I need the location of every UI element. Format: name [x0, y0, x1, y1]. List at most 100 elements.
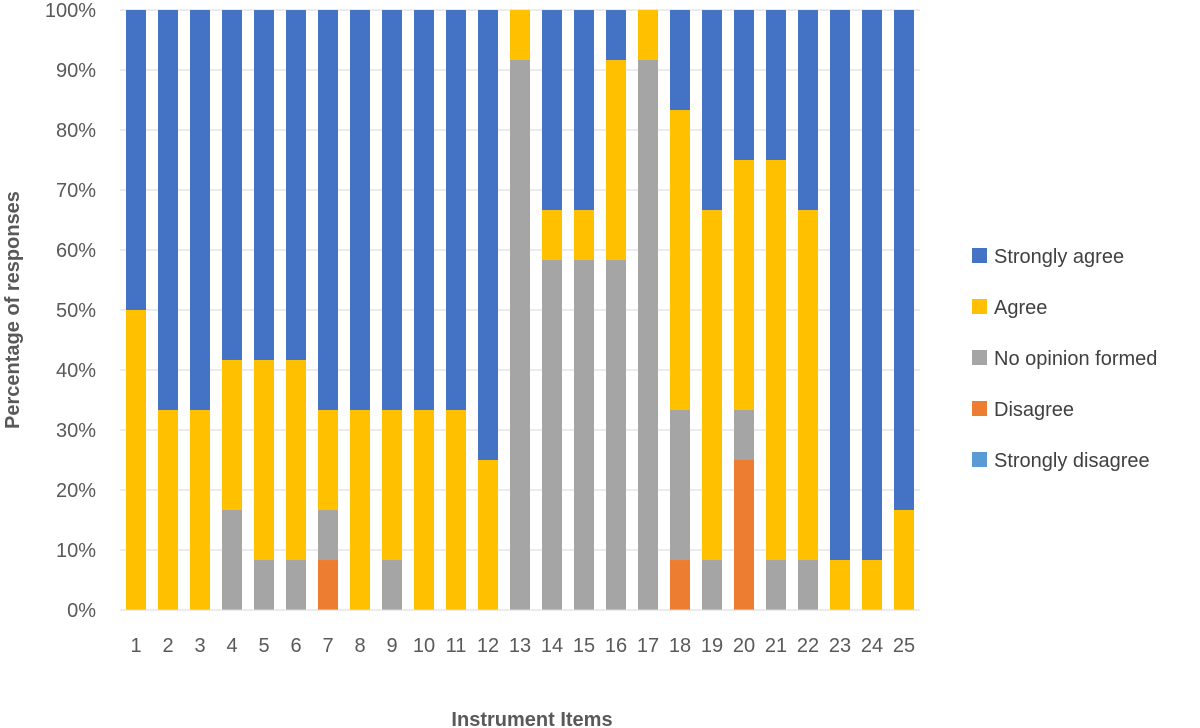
bar-agree — [382, 410, 402, 561]
legend-swatch — [972, 299, 987, 314]
bar-strongly-agree — [190, 10, 210, 411]
x-axis-title: Instrument Items — [451, 709, 612, 728]
x-tick-label: 21 — [765, 635, 787, 657]
bar-agree — [542, 210, 562, 261]
x-tick-label: 4 — [226, 635, 237, 657]
bar-no-opinion-formed — [766, 560, 786, 610]
bar-no-opinion-formed — [510, 59, 530, 611]
bar-strongly-agree — [318, 10, 338, 411]
bar-no-opinion-formed — [798, 560, 818, 610]
x-tick-label: 23 — [829, 635, 851, 657]
legend: Strongly agree Agree No opinion formed Disa… — [972, 246, 1157, 472]
x-tick-label: 17 — [637, 635, 659, 657]
y-tick-label: 10% — [56, 540, 96, 562]
bar-strongly-agree — [254, 10, 274, 361]
x-tick-label: 20 — [733, 635, 755, 657]
x-tick-label: 15 — [573, 635, 595, 657]
legend-label: Disagree — [994, 399, 1074, 421]
x-tick-label: 2 — [162, 635, 173, 657]
bar-strongly-agree — [350, 10, 370, 411]
legend-item-no-opinion-formed: No opinion formed — [972, 348, 1157, 370]
bar-no-opinion-formed — [542, 260, 562, 610]
legend-swatch — [972, 401, 987, 416]
legend-item-strongly-agree: Strongly agree — [972, 246, 1124, 268]
bar-strongly-agree — [798, 10, 818, 211]
bar-strongly-agree — [126, 10, 146, 310]
y-tick-label: 50% — [56, 300, 96, 322]
legend-item-disagree: Disagree — [972, 399, 1074, 421]
bar-no-opinion-formed — [702, 560, 722, 610]
bar-strongly-agree — [542, 10, 562, 211]
bar-no-opinion-formed — [638, 59, 658, 611]
bar-strongly-agree — [670, 10, 690, 111]
bar-agree — [670, 110, 690, 411]
bar-agree — [446, 410, 466, 610]
bar-agree — [350, 410, 370, 610]
bar-agree — [734, 160, 754, 411]
bar-agree — [574, 210, 594, 261]
y-tick-label: 100% — [45, 0, 96, 22]
bar-agree — [894, 509, 914, 610]
bar-agree — [478, 460, 498, 610]
y-tick-label: 90% — [56, 60, 96, 82]
x-tick-label: 5 — [258, 635, 269, 657]
bar-no-opinion-formed — [606, 260, 626, 610]
bar-agree — [606, 60, 626, 261]
bar-strongly-agree — [606, 10, 626, 61]
x-tick-label: 13 — [509, 635, 531, 657]
bar-agree — [702, 210, 722, 561]
legend-swatch — [972, 248, 987, 263]
bar-agree — [830, 560, 850, 610]
x-tick-label: 1 — [130, 635, 141, 657]
bar-strongly-agree — [414, 10, 434, 411]
bar-no-opinion-formed — [254, 560, 274, 610]
x-tick-label: 18 — [669, 635, 691, 657]
bar-no-opinion-formed — [286, 560, 306, 610]
bar-strongly-agree — [862, 10, 882, 561]
x-tick-label: 6 — [290, 635, 301, 657]
bar-strongly-agree — [158, 10, 178, 411]
x-tick-label: 14 — [541, 635, 563, 657]
y-tick-label: 0% — [67, 600, 96, 622]
bar-agree — [190, 410, 210, 610]
legend-item-agree: Agree — [972, 297, 1047, 319]
bar-agree — [510, 10, 530, 60]
x-tick-label: 10 — [413, 635, 435, 657]
legend-label: No opinion formed — [994, 348, 1157, 370]
bar-agree — [638, 10, 658, 60]
bar-strongly-agree — [574, 10, 594, 211]
bar-no-opinion-formed — [574, 260, 594, 610]
x-tick-label: 11 — [446, 635, 467, 657]
y-tick-label: 40% — [56, 360, 96, 382]
bar-agree — [318, 410, 338, 511]
bar-no-opinion-formed — [382, 560, 402, 610]
bar-agree — [766, 160, 786, 561]
x-tick-label: 16 — [605, 635, 627, 657]
bar-strongly-agree — [766, 10, 786, 160]
bar-agree — [798, 210, 818, 561]
bar-disagree — [318, 560, 338, 610]
bar-no-opinion-formed — [318, 510, 338, 561]
x-tick-label: 7 — [322, 635, 333, 657]
y-tick-label: 20% — [56, 480, 96, 502]
x-tick-label: 3 — [194, 635, 205, 657]
bar-agree — [414, 410, 434, 610]
bar-strongly-agree — [830, 10, 850, 561]
bar-strongly-agree — [446, 10, 466, 411]
legend-label: Agree — [994, 297, 1047, 319]
x-tick-label: 22 — [797, 635, 819, 657]
bar-strongly-agree — [222, 10, 242, 360]
legend-item-strongly-disagree: Strongly disagree — [972, 450, 1150, 472]
bar-agree — [222, 359, 242, 510]
bar-disagree — [734, 460, 754, 610]
bar-agree — [126, 310, 146, 610]
x-tick-label: 25 — [893, 635, 915, 657]
bar-no-opinion-formed — [222, 509, 242, 610]
bar-strongly-agree — [894, 10, 914, 510]
bar-disagree — [670, 560, 690, 610]
y-tick-label: 70% — [56, 180, 96, 202]
bar-agree — [254, 360, 274, 561]
x-axis-ticks: 1 2 3 4 5 6 7 8 9 10 11 12 13 14 15 16 17 18 19 20 21 22 23 24 2… — [130, 635, 915, 657]
y-tick-label: 30% — [56, 420, 96, 442]
